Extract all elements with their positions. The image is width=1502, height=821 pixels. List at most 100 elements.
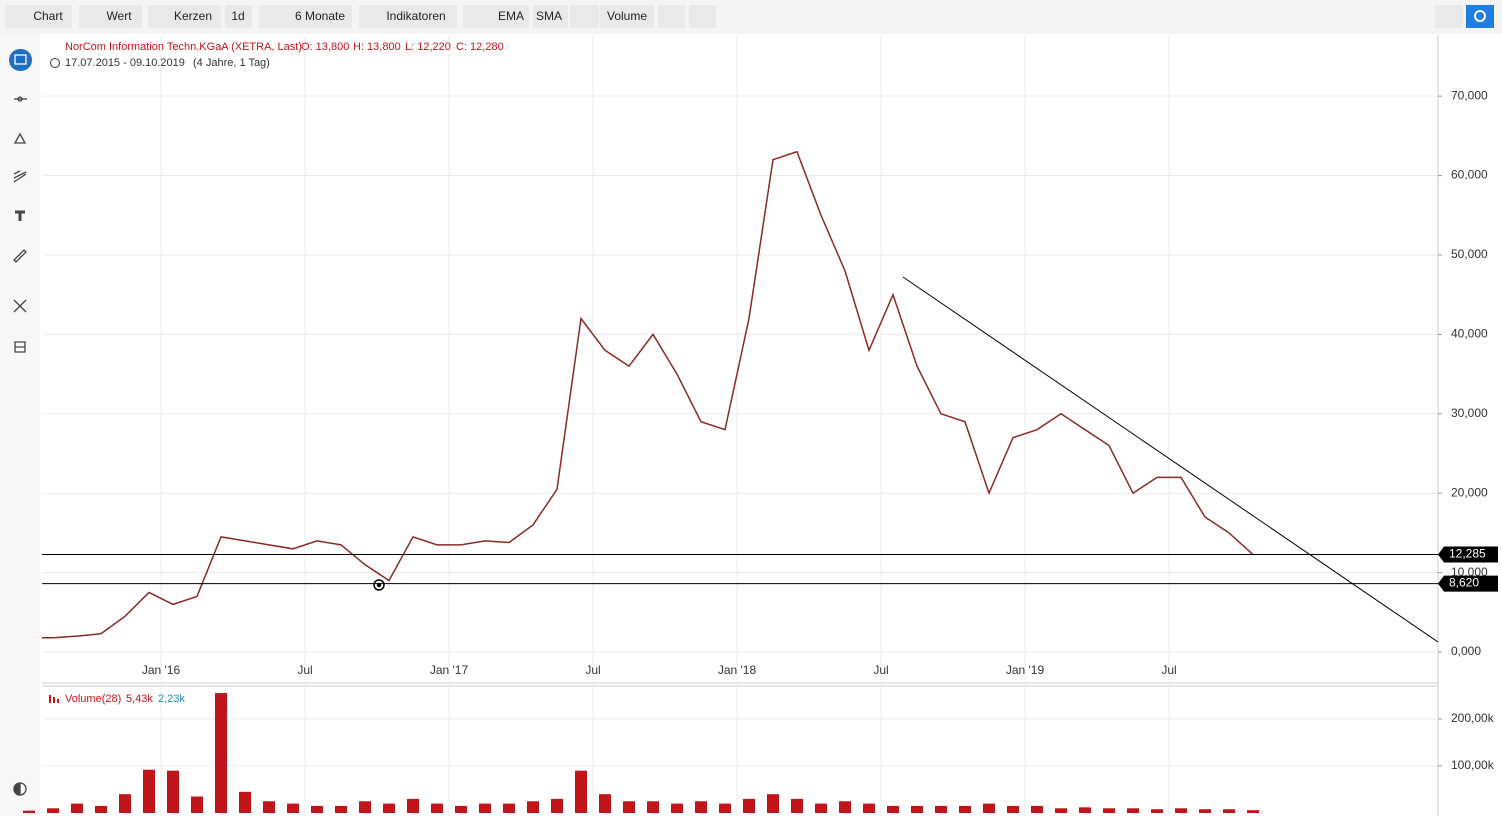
volume-bar [959,805,971,813]
toolbar-label: SMA [536,9,562,23]
volume-bar [695,801,707,813]
toolbar-label: EMA [498,9,524,23]
volume-bar [383,803,395,813]
volume-bar [599,794,611,813]
volume-bar [1079,807,1091,813]
volume-icon [57,699,59,703]
x-tick-label: Jul [297,663,312,677]
y-tick-label: 200,00k [1451,711,1495,725]
volume-bar [167,770,179,813]
volume-bar [839,801,851,813]
y-tick-label: 100,00k [1451,758,1495,772]
volume-bar [575,770,587,813]
volume-bar [1223,809,1235,813]
volume-bar [47,808,59,813]
volume-bar [479,803,491,813]
toolbar-button[interactable] [570,5,599,28]
volume-bar [1055,808,1067,813]
volume-icon [53,697,55,703]
date-range: 17.07.2015 - 09.10.2019 [65,57,185,69]
volume-bar [719,803,731,813]
toolbar-button[interactable] [689,5,716,28]
settings-icon [1474,10,1486,22]
volume-bar [71,803,83,813]
volume-bar [911,805,923,813]
volume-bar [1175,808,1187,813]
toolbar-button[interactable] [463,5,529,28]
volume-bar [647,801,659,813]
volume-bar [671,803,683,813]
x-tick-label: Jan '19 [1006,663,1045,677]
toolbar-label: Chart [33,9,63,23]
toolbar-button[interactable] [359,5,457,28]
x-tick-label: Jan '16 [142,663,181,677]
volume-bar [215,693,227,813]
volume-bar [767,794,779,813]
y-tick-label: 20,000 [1451,485,1488,499]
toolbar-label: 6 Monate [295,9,345,23]
toolbar-button[interactable] [148,5,221,28]
toolbar-button[interactable] [259,5,352,28]
volume-bar [263,801,275,813]
price-title: NorCom Information Techn.KGaA (XETRA, La… [65,41,302,53]
volume-bar [623,801,635,813]
y-tick-label: 0,000 [1451,644,1481,658]
volume-bar [1151,809,1163,813]
ohlc-low: L: 12,220 [405,41,451,53]
toolbar-button[interactable] [658,5,685,28]
ohlc-close: C: 12,280 [456,41,504,53]
sidebar-icons [9,49,32,796]
ohlc-high: H: 13,800 [353,41,401,53]
volume-bar [23,810,35,813]
y-tick-label: 30,000 [1451,406,1488,420]
toolbar-button[interactable] [5,5,72,28]
volume-bar [335,805,347,813]
level-tag [1438,575,1498,592]
icon-button[interactable] [1435,5,1463,28]
volume-bar [191,796,203,813]
price-line [42,150,1254,639]
toolbar-button[interactable] [533,5,568,28]
toolbar-label: Volume [607,9,647,23]
volume-bar [119,794,131,813]
toolbar-label: Wert [106,9,132,23]
toolbar-label: 1d [231,9,244,23]
volume-bar [1127,808,1139,813]
volume-bar [1031,805,1043,813]
volume-bar [863,803,875,813]
volume-bar [95,805,107,813]
volume-bar [887,805,899,813]
x-tick-label: Jan '18 [718,663,757,677]
clock-icon [50,58,60,68]
volume-bar [551,798,563,813]
sidebar [0,34,40,816]
volume-bar [311,805,323,813]
toolbar-button[interactable] [600,5,654,28]
volume-bar [1103,808,1115,813]
volume-title: Volume(28) [65,693,121,705]
y-tick-label: 60,000 [1451,168,1488,182]
volume-bar [359,801,371,813]
volume-bar [239,791,251,813]
volume-bar [743,798,755,813]
volume-bar [407,798,419,813]
volume-bar [143,769,155,813]
volume-ma-value: 2,23k [158,693,185,705]
y-tick-label: 10,000 [1451,565,1488,579]
volume-bar [1007,805,1019,813]
volume-bar [815,803,827,813]
grid [42,35,1438,816]
settings-button[interactable] [1466,5,1494,28]
x-tick-label: Jul [1161,663,1176,677]
toolbar-button[interactable] [225,5,252,28]
volume-bar [527,801,539,813]
trend-line [902,276,1439,643]
level-tag [1438,546,1498,563]
volume-value: 5,43k [126,693,153,705]
toolbar-label: Kerzen [174,9,212,23]
toolbar-button[interactable] [79,5,142,28]
y-tick-label: 70,000 [1451,88,1488,102]
x-tick-label: Jul [585,663,600,677]
